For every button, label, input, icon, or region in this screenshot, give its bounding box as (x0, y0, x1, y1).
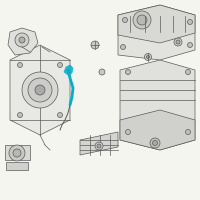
Polygon shape (5, 145, 30, 160)
Circle shape (137, 15, 147, 25)
Circle shape (13, 149, 21, 157)
Circle shape (176, 40, 180, 44)
Circle shape (188, 20, 192, 24)
Circle shape (99, 69, 105, 75)
Circle shape (22, 72, 58, 108)
Circle shape (18, 112, 22, 117)
Circle shape (150, 138, 160, 148)
Circle shape (91, 41, 99, 49)
Circle shape (58, 112, 62, 117)
Circle shape (146, 55, 150, 58)
Polygon shape (64, 65, 73, 75)
Polygon shape (118, 5, 195, 60)
Circle shape (19, 37, 25, 43)
Circle shape (186, 70, 190, 74)
Circle shape (126, 130, 130, 134)
Polygon shape (8, 28, 38, 55)
Circle shape (28, 78, 52, 102)
Circle shape (174, 38, 182, 46)
Circle shape (120, 45, 126, 49)
Circle shape (133, 11, 151, 29)
Circle shape (35, 85, 45, 95)
Polygon shape (118, 5, 195, 43)
Circle shape (186, 130, 190, 134)
Polygon shape (120, 110, 195, 150)
Polygon shape (6, 162, 28, 170)
Circle shape (15, 33, 29, 47)
Circle shape (188, 43, 192, 47)
Circle shape (153, 140, 158, 146)
Circle shape (58, 62, 62, 68)
Circle shape (18, 62, 22, 68)
Polygon shape (120, 60, 195, 150)
Polygon shape (10, 45, 70, 135)
Circle shape (122, 18, 128, 22)
Circle shape (97, 144, 101, 148)
Circle shape (144, 53, 152, 60)
Circle shape (95, 142, 103, 150)
Polygon shape (80, 132, 118, 155)
Circle shape (126, 70, 130, 74)
Circle shape (9, 145, 25, 161)
